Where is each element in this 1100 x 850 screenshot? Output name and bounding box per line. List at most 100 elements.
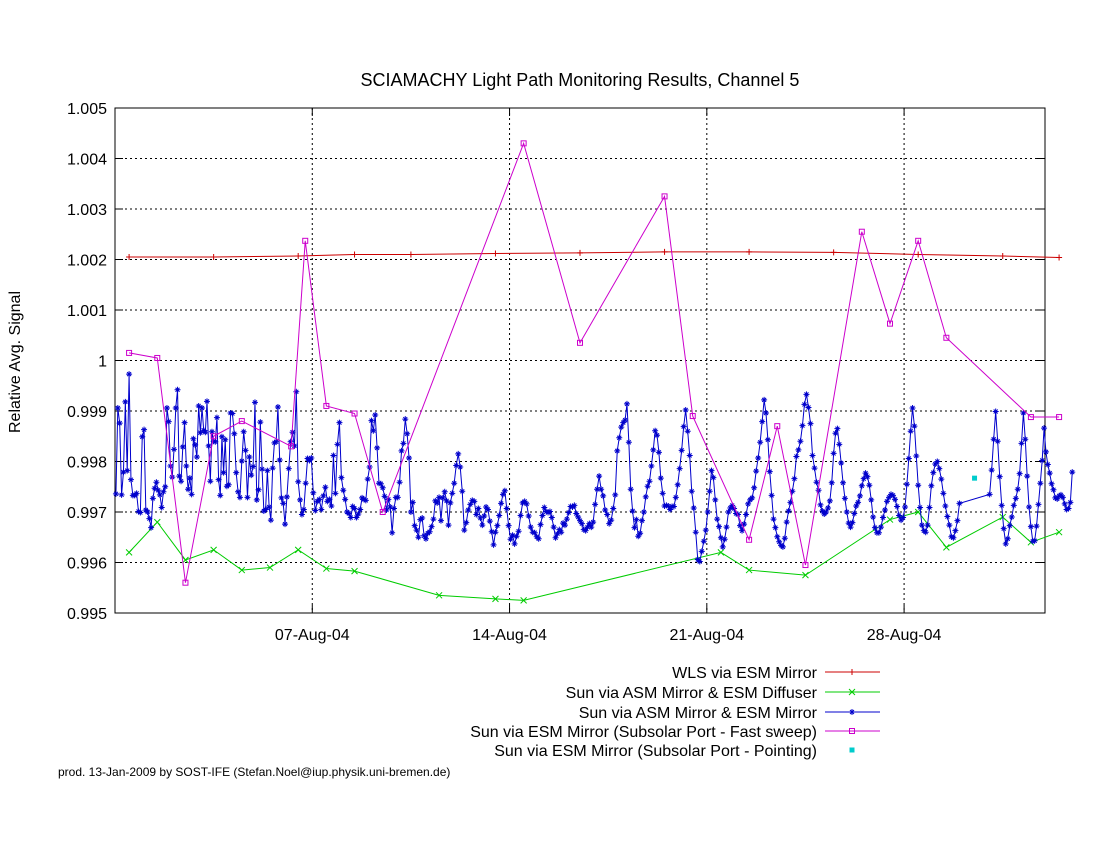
data-point bbox=[905, 455, 912, 462]
data-point bbox=[757, 439, 764, 446]
data-point bbox=[627, 486, 634, 493]
data-point bbox=[994, 438, 1001, 445]
data-point bbox=[986, 491, 993, 498]
data-point bbox=[817, 501, 824, 508]
data-point bbox=[155, 487, 162, 494]
data-point bbox=[385, 496, 392, 503]
data-point bbox=[1056, 492, 1063, 499]
data-point bbox=[148, 524, 155, 531]
data-point bbox=[190, 435, 197, 442]
data-point bbox=[743, 511, 750, 518]
data-point bbox=[165, 418, 172, 425]
data-point bbox=[746, 248, 753, 255]
legend-marker bbox=[848, 688, 856, 696]
data-point bbox=[802, 571, 809, 579]
data-point bbox=[913, 452, 920, 459]
data-point bbox=[781, 535, 788, 542]
data-point bbox=[898, 517, 905, 524]
data-point bbox=[231, 430, 238, 437]
legend-marker bbox=[849, 728, 855, 734]
data-point bbox=[731, 505, 738, 512]
data-point bbox=[855, 499, 862, 506]
data-point bbox=[419, 515, 426, 522]
data-point bbox=[655, 449, 662, 456]
data-point bbox=[471, 498, 478, 505]
data-point bbox=[801, 401, 808, 408]
data-point bbox=[475, 505, 482, 512]
y-tick-label: 1.001 bbox=[67, 303, 107, 320]
data-point bbox=[439, 494, 446, 501]
data-point bbox=[445, 522, 452, 529]
data-point bbox=[541, 504, 548, 511]
data-point bbox=[604, 511, 611, 518]
data-point bbox=[838, 460, 845, 467]
data-point bbox=[126, 349, 133, 356]
data-point bbox=[845, 520, 852, 527]
data-point bbox=[407, 251, 414, 258]
data-point bbox=[864, 473, 871, 480]
data-point bbox=[909, 404, 916, 411]
data-point bbox=[244, 494, 251, 501]
data-point bbox=[308, 454, 315, 461]
data-point bbox=[633, 516, 640, 523]
data-point bbox=[853, 502, 860, 509]
data-point bbox=[712, 496, 719, 503]
data-point bbox=[492, 529, 499, 536]
data-point bbox=[434, 499, 441, 506]
data-point bbox=[202, 429, 209, 436]
legend-label: Sun via ASM Mirror & ESM Mirror bbox=[579, 705, 818, 722]
data-point bbox=[368, 417, 375, 424]
series-line bbox=[129, 141, 1060, 583]
data-point bbox=[269, 465, 276, 472]
data-point bbox=[149, 495, 156, 502]
axes: 0.995 0.996 0.997 0.998 0.999 1 1.001 1.002 1.00… bbox=[67, 101, 1046, 644]
data-point bbox=[871, 524, 878, 531]
data-point bbox=[943, 543, 950, 551]
data-point bbox=[409, 499, 416, 506]
data-point bbox=[610, 505, 617, 512]
data-point bbox=[355, 511, 362, 518]
data-point bbox=[584, 524, 591, 531]
data-point bbox=[830, 249, 837, 256]
data-point bbox=[802, 562, 809, 569]
data-point bbox=[580, 526, 587, 533]
y-axis-label: Relative Avg. Signal bbox=[7, 291, 24, 433]
data-point bbox=[577, 339, 583, 346]
data-point bbox=[911, 423, 918, 430]
data-point bbox=[883, 498, 890, 505]
data-point bbox=[631, 524, 638, 531]
data-point bbox=[153, 518, 161, 526]
series-line bbox=[115, 374, 1073, 563]
data-point bbox=[225, 481, 232, 488]
data-point bbox=[1006, 522, 1013, 529]
legend-label: WLS via ESM Mirror bbox=[672, 665, 818, 682]
data-point bbox=[948, 533, 955, 540]
data-point bbox=[811, 465, 818, 472]
data-point bbox=[513, 533, 520, 540]
data-point bbox=[972, 475, 978, 481]
data-point bbox=[318, 506, 325, 513]
data-point bbox=[567, 503, 574, 510]
data-point bbox=[426, 528, 433, 535]
data-point bbox=[494, 522, 501, 529]
data-point bbox=[364, 476, 371, 483]
data-point bbox=[661, 502, 668, 509]
x-tick-label: 07-Aug-04 bbox=[275, 627, 350, 644]
data-point bbox=[114, 404, 121, 411]
data-point bbox=[422, 535, 429, 542]
data-point bbox=[620, 419, 627, 426]
data-point bbox=[1067, 499, 1074, 506]
data-point bbox=[205, 442, 212, 449]
data-point bbox=[396, 479, 403, 486]
data-point bbox=[663, 502, 670, 509]
data-point bbox=[719, 543, 726, 550]
data-point bbox=[706, 488, 713, 495]
data-point bbox=[741, 521, 748, 528]
data-point bbox=[238, 418, 245, 425]
data-point bbox=[751, 484, 758, 491]
data-point bbox=[295, 252, 302, 259]
data-point bbox=[608, 517, 615, 524]
data-point bbox=[704, 509, 711, 515]
data-point bbox=[421, 532, 428, 539]
data-point bbox=[670, 503, 677, 510]
